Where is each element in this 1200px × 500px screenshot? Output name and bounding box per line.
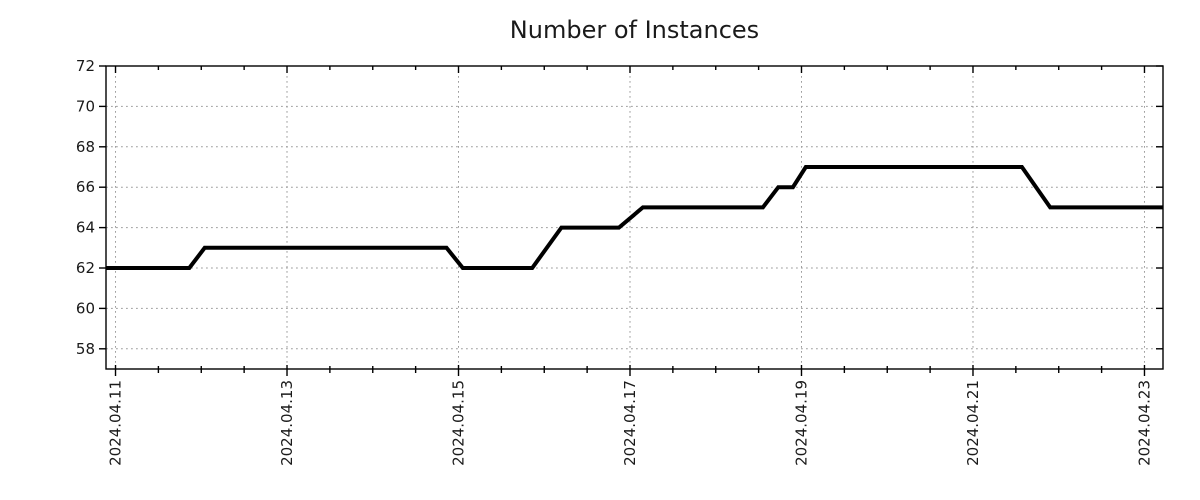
data-line bbox=[106, 165, 1163, 270]
x-tick-label: 2024.04.17 bbox=[621, 380, 639, 466]
x-tick-label: 2024.04.23 bbox=[1135, 380, 1153, 466]
y-tick-label: 70 bbox=[76, 97, 95, 115]
y-tick-label: 64 bbox=[76, 219, 95, 237]
x-tick-label: 2024.04.21 bbox=[964, 380, 982, 466]
y-tick-label: 58 bbox=[76, 340, 95, 358]
plot-border bbox=[105, 65, 1164, 370]
y-tick-label: 66 bbox=[76, 178, 95, 196]
y-tick-label: 62 bbox=[76, 259, 95, 277]
x-tick-label: 2024.04.19 bbox=[792, 380, 810, 466]
x-tick-label: 2024.04.13 bbox=[278, 380, 296, 466]
y-tick-label: 72 bbox=[76, 57, 95, 75]
x-tick-label: 2024.04.15 bbox=[450, 380, 468, 466]
y-tick-label: 68 bbox=[76, 138, 95, 156]
x-tick-label: 2024.04.11 bbox=[107, 380, 125, 466]
chart-title: Number of Instances bbox=[509, 16, 760, 44]
y-tick-label: 60 bbox=[76, 299, 95, 317]
